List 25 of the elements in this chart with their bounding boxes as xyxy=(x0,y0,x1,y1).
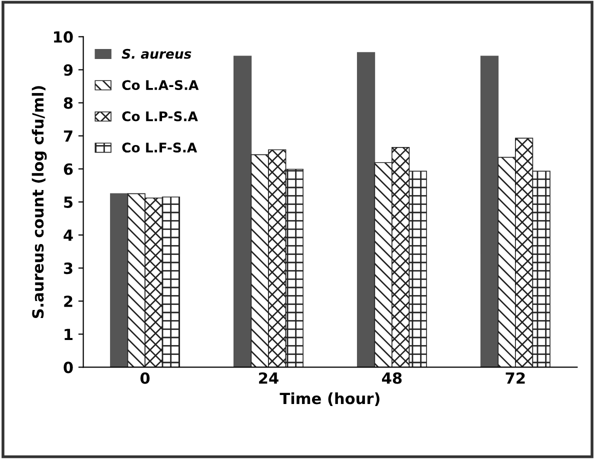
x-tick-label: 0 xyxy=(140,372,150,384)
x-axis-title: Time (hour) xyxy=(280,392,380,406)
legend-label: Co L.F-S.A xyxy=(122,142,198,153)
x-tick-label: 72 xyxy=(506,372,525,384)
legend-label: S. aureus xyxy=(122,48,192,59)
bar xyxy=(110,193,128,368)
y-tick-label: 10 xyxy=(54,31,73,43)
x-tick-label: 24 xyxy=(259,372,278,384)
bar xyxy=(356,52,376,368)
y-tick-label: 9 xyxy=(64,64,73,76)
y-tick-label: 2 xyxy=(64,296,72,307)
x-tick-label: 48 xyxy=(382,372,402,384)
y-axis-title: S.aureus count (log cfu/ml) xyxy=(32,86,47,318)
legend-label: Co L.P-S.A xyxy=(122,111,198,122)
y-tick-label: 6 xyxy=(64,163,73,175)
y-tick-label: 4 xyxy=(64,230,73,241)
y-tick-label: 7 xyxy=(64,130,72,142)
legend-label: Co L.A-S.A xyxy=(122,80,199,90)
bar xyxy=(480,56,499,368)
y-tick-label: 8 xyxy=(64,97,73,109)
y-tick-label: 3 xyxy=(64,262,72,274)
bar xyxy=(234,56,252,368)
y-tick-label: 1 xyxy=(64,328,73,340)
y-tick-label: 5 xyxy=(64,196,73,208)
y-tick-label: 0 xyxy=(64,362,73,374)
